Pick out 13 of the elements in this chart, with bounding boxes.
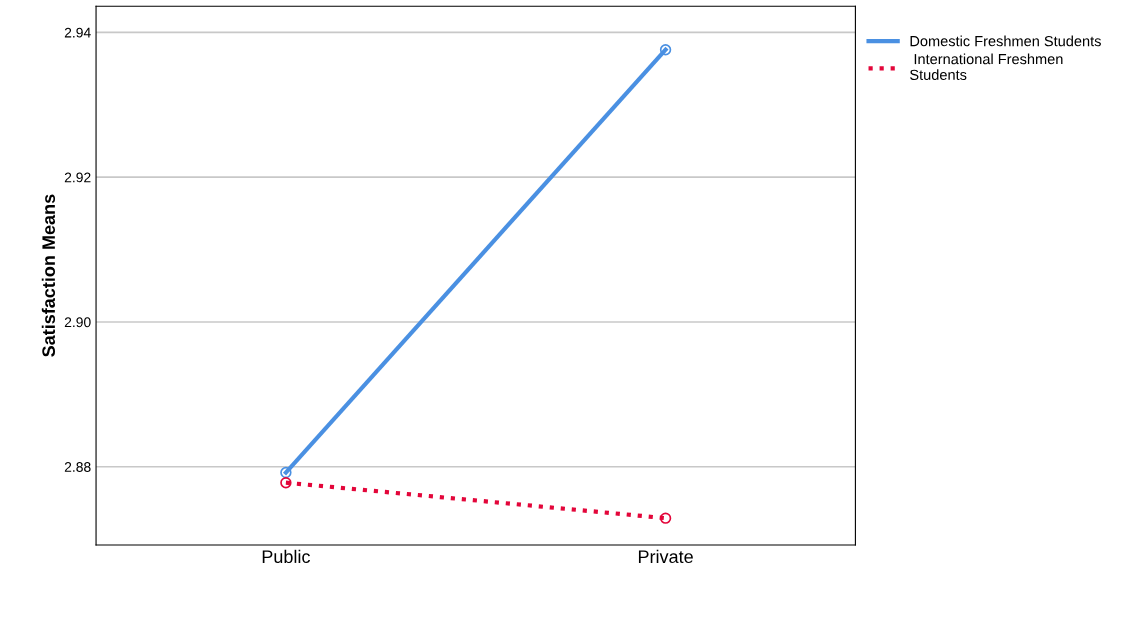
y-tick-label: 2.88: [64, 462, 91, 472]
y-tick-label: 2.92: [64, 172, 91, 183]
point: [280, 476, 292, 489]
y-tick-label: 2.90: [64, 317, 91, 328]
y-axis-title: Satisfaction Means: [41, 194, 56, 357]
x-tick-label: Public: [262, 549, 310, 564]
point: [659, 44, 672, 56]
point: [659, 512, 672, 524]
legend-label: Domestic Freshmen Students: [910, 35, 1101, 47]
y-tick-label: 2.94: [64, 27, 91, 38]
legend-label: International Freshmen Students: [910, 53, 1063, 80]
point: [280, 466, 292, 479]
x-tick-label: Private: [638, 549, 693, 564]
